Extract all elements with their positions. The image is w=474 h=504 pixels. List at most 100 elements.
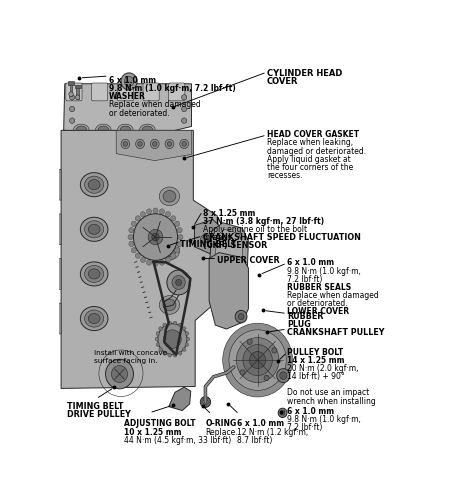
Ellipse shape [96,124,111,135]
FancyBboxPatch shape [91,83,108,101]
Text: PLUG: PLUG [287,320,311,329]
Circle shape [247,339,252,344]
Text: 7.2 lbf·ft): 7.2 lbf·ft) [287,275,322,284]
Text: Apply engine oil to the bolt: Apply engine oil to the bolt [202,225,307,234]
Circle shape [146,209,152,214]
Circle shape [123,142,128,146]
Ellipse shape [140,124,155,135]
Ellipse shape [84,221,104,238]
Text: wrench when installing: wrench when installing [287,397,376,406]
Circle shape [243,345,272,375]
Text: the four corners of the: the four corners of the [267,163,353,172]
Text: 10 x 1.25 mm: 10 x 1.25 mm [124,427,181,436]
Ellipse shape [84,176,104,193]
Circle shape [138,142,142,146]
Circle shape [177,227,182,233]
Circle shape [167,142,172,146]
Ellipse shape [98,126,109,133]
Text: Replace when damaged: Replace when damaged [109,100,201,109]
Circle shape [171,253,176,259]
Ellipse shape [76,126,86,133]
Bar [75,85,81,88]
Circle shape [159,348,163,351]
Circle shape [278,408,287,417]
Text: Do not use an impact: Do not use an impact [287,389,369,398]
Circle shape [182,106,187,112]
Circle shape [178,323,182,327]
Text: UPPER COVER: UPPER COVER [217,257,280,266]
Text: 9.8 N·m (1.0 kgf·m, 7.2 lbf·ft): 9.8 N·m (1.0 kgf·m, 7.2 lbf·ft) [109,84,236,93]
Ellipse shape [84,310,104,327]
Polygon shape [169,387,191,411]
Circle shape [182,142,186,146]
Circle shape [131,247,137,253]
Polygon shape [64,84,191,134]
Circle shape [201,397,210,407]
Circle shape [128,234,133,240]
Text: CRANKSHAFT PULLEY: CRANKSHAFT PULLEY [287,328,384,337]
Circle shape [177,241,182,246]
Circle shape [158,324,187,355]
Polygon shape [116,131,191,161]
Circle shape [163,351,166,355]
Polygon shape [215,229,243,276]
Text: RUBBER SEALS: RUBBER SEALS [287,283,351,292]
Circle shape [135,216,140,221]
Text: COVER: COVER [267,77,298,86]
Circle shape [201,235,208,243]
Polygon shape [210,223,248,280]
Text: CYLINDER HEAD: CYLINDER HEAD [267,69,342,78]
Ellipse shape [163,191,176,202]
Text: 8 x 1.25 mm: 8 x 1.25 mm [202,209,255,218]
Circle shape [70,106,75,112]
Circle shape [173,321,177,325]
FancyBboxPatch shape [66,83,82,101]
Text: recesses.: recesses. [267,171,302,180]
Circle shape [277,368,290,383]
Ellipse shape [159,241,180,260]
Text: 9.8 N·m (1.0 kgf·m,: 9.8 N·m (1.0 kgf·m, [287,267,361,276]
Polygon shape [209,253,248,329]
Circle shape [70,118,75,123]
Circle shape [272,348,277,353]
Circle shape [178,351,182,355]
Ellipse shape [159,296,180,314]
Ellipse shape [159,187,180,206]
Circle shape [152,233,159,241]
Text: 9.8 N·m (1.0 kgf·m,: 9.8 N·m (1.0 kgf·m, [287,415,361,424]
Circle shape [70,95,75,100]
Circle shape [185,332,189,336]
Circle shape [238,313,244,320]
Circle shape [280,372,287,380]
Text: CRANKSHAFT SPEED FLUCTUATION: CRANKSHAFT SPEED FLUCTUATION [202,233,360,242]
Text: 6 x 1.0 mm: 6 x 1.0 mm [287,259,334,268]
Text: 8.7 lbf·ft): 8.7 lbf·ft) [237,436,272,445]
Ellipse shape [163,299,176,311]
FancyBboxPatch shape [169,83,185,101]
Ellipse shape [88,313,100,324]
Text: TIMING BELT: TIMING BELT [66,402,123,411]
Circle shape [135,253,140,259]
Polygon shape [61,131,217,389]
Circle shape [229,330,286,391]
Circle shape [167,270,191,295]
Circle shape [178,234,183,240]
Circle shape [69,92,73,97]
Text: DRIVE PULLEY: DRIVE PULLEY [66,410,130,419]
Text: or deteriorated.: or deteriorated. [109,108,170,117]
Text: 20 N·m (2.0 kgf·m,: 20 N·m (2.0 kgf·m, [287,364,358,373]
Ellipse shape [81,217,108,241]
Text: Install with concave: Install with concave [94,350,167,356]
Circle shape [153,208,158,213]
Circle shape [172,276,185,289]
Circle shape [173,353,177,357]
Ellipse shape [163,245,176,257]
Text: surface facing in.: surface facing in. [94,358,158,364]
Text: RUBBER: RUBBER [287,312,323,321]
Circle shape [174,247,180,253]
Text: Apply liquid gasket at: Apply liquid gasket at [267,155,351,164]
Polygon shape [52,303,61,334]
Circle shape [136,139,145,149]
Circle shape [156,332,160,336]
Circle shape [176,279,182,286]
